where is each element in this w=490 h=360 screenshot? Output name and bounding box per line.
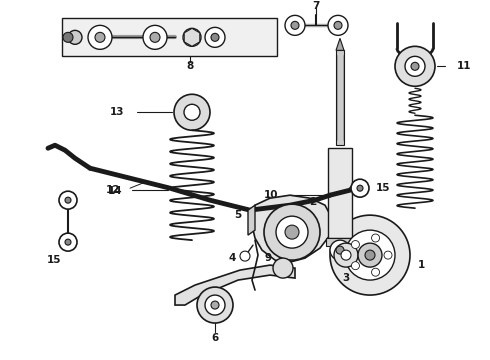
Text: 7: 7: [312, 1, 319, 12]
Circle shape: [65, 197, 71, 203]
Circle shape: [150, 32, 160, 42]
Bar: [62, 18, 277, 56]
Circle shape: [351, 262, 360, 270]
Text: 12: 12: [105, 185, 120, 195]
Text: 3: 3: [343, 273, 350, 283]
Circle shape: [63, 32, 73, 42]
Circle shape: [276, 216, 308, 248]
Circle shape: [95, 32, 105, 42]
Circle shape: [351, 240, 360, 248]
Circle shape: [328, 15, 348, 35]
Text: 9: 9: [265, 253, 271, 263]
Text: 14: 14: [107, 186, 122, 196]
Text: 11: 11: [457, 61, 471, 71]
Circle shape: [59, 233, 77, 251]
Circle shape: [205, 295, 225, 315]
Text: 10: 10: [264, 190, 278, 200]
Circle shape: [285, 225, 299, 239]
Polygon shape: [336, 38, 344, 50]
Circle shape: [334, 21, 342, 30]
Circle shape: [291, 21, 299, 30]
Circle shape: [143, 25, 167, 49]
Text: 4: 4: [228, 253, 236, 263]
Circle shape: [240, 251, 250, 261]
Text: 15: 15: [376, 183, 391, 193]
Polygon shape: [184, 28, 200, 46]
Polygon shape: [248, 205, 255, 235]
Circle shape: [330, 240, 350, 260]
Circle shape: [371, 234, 380, 242]
Circle shape: [65, 239, 71, 245]
Polygon shape: [252, 195, 332, 262]
Circle shape: [174, 94, 210, 130]
Circle shape: [371, 268, 380, 276]
Circle shape: [384, 251, 392, 259]
Circle shape: [211, 301, 219, 309]
Text: 13: 13: [109, 107, 124, 117]
Circle shape: [351, 179, 369, 197]
Circle shape: [211, 33, 219, 41]
Circle shape: [88, 25, 112, 49]
Circle shape: [345, 230, 395, 280]
Circle shape: [405, 56, 425, 76]
Bar: [328, 148, 352, 238]
Circle shape: [68, 30, 82, 44]
Circle shape: [365, 250, 375, 260]
Circle shape: [285, 15, 305, 35]
Text: 1: 1: [418, 260, 425, 270]
Circle shape: [59, 191, 77, 209]
Circle shape: [411, 62, 419, 70]
Text: 15: 15: [47, 255, 61, 265]
Circle shape: [341, 250, 351, 260]
Text: 8: 8: [186, 61, 194, 71]
Bar: [336, 50, 344, 145]
Circle shape: [205, 27, 225, 47]
Circle shape: [197, 287, 233, 323]
Text: 2: 2: [309, 197, 317, 207]
Circle shape: [358, 243, 382, 267]
Circle shape: [334, 243, 358, 267]
Text: 6: 6: [211, 333, 219, 343]
Circle shape: [264, 204, 320, 260]
Bar: [326, 238, 354, 246]
Circle shape: [336, 246, 344, 254]
Circle shape: [183, 28, 201, 46]
Polygon shape: [175, 265, 295, 305]
Circle shape: [357, 185, 363, 191]
Text: 5: 5: [234, 210, 242, 220]
Circle shape: [395, 46, 435, 86]
Circle shape: [330, 215, 410, 295]
Circle shape: [273, 258, 293, 278]
Circle shape: [184, 104, 200, 120]
